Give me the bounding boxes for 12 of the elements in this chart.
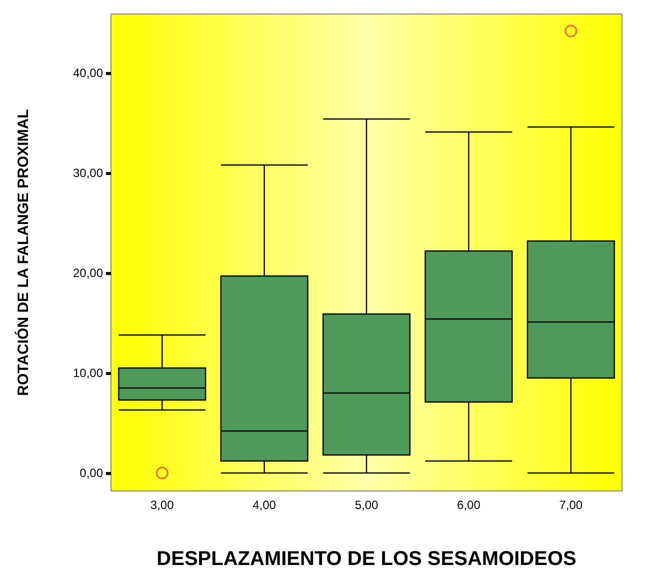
y-axis-title: ROTACIÓN DE LA FALANGE PROXIMAL	[14, 109, 32, 396]
x-tick-label: 5,00	[354, 498, 378, 512]
y-tick-label: 20,00	[72, 266, 104, 280]
y-tick-label: 10,00	[72, 366, 104, 380]
x-tick-label: 6,00	[457, 498, 481, 512]
y-tick-label: 40,00	[72, 66, 104, 80]
y-tick-label: 30,00	[72, 166, 104, 180]
x-tick-label: 4,00	[252, 498, 276, 512]
y-tick-label: 0,00	[80, 466, 104, 480]
x-tick-label: 3,00	[150, 498, 174, 512]
x-axis-title: DESPLAZAMIENTO DE LOS SESAMOIDEOS	[156, 548, 576, 570]
x-tick-label: 7,00	[559, 498, 583, 512]
